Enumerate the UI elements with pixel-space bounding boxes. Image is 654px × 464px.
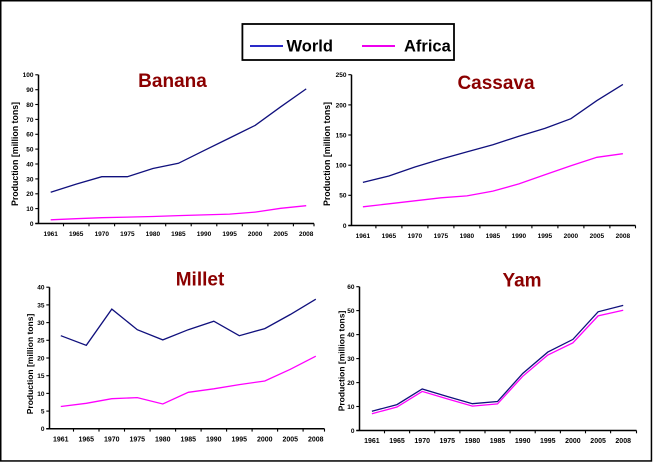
svg-text:30: 30 [37,320,45,327]
svg-text:2005: 2005 [283,436,299,443]
svg-text:1980: 1980 [155,436,171,443]
svg-text:1985: 1985 [490,438,506,445]
svg-text:1970: 1970 [414,438,430,445]
svg-text:1970: 1970 [104,436,120,443]
svg-text:Production [million tons]: Production [million tons] [10,102,20,206]
svg-text:1961: 1961 [53,436,69,443]
svg-text:90: 90 [26,87,34,94]
svg-text:2005: 2005 [273,231,288,238]
svg-text:1980: 1980 [146,231,161,238]
svg-text:0: 0 [351,428,355,435]
svg-text:1965: 1965 [69,231,84,238]
svg-text:Africa: Africa [404,37,452,55]
svg-text:20: 20 [26,191,34,198]
svg-text:Production [million tons]: Production [million tons] [322,102,332,206]
svg-text:1975: 1975 [130,436,146,443]
svg-text:2000: 2000 [248,231,263,238]
svg-text:80: 80 [26,102,34,109]
svg-text:1990: 1990 [512,233,527,240]
svg-text:1980: 1980 [460,233,475,240]
svg-text:1975: 1975 [440,438,456,445]
svg-text:70: 70 [26,117,34,124]
svg-text:Production [million tons]: Production [million tons] [25,314,35,415]
svg-text:40: 40 [26,161,34,168]
svg-text:1965: 1965 [382,233,397,240]
svg-text:10: 10 [347,404,355,411]
svg-text:1995: 1995 [232,436,248,443]
svg-text:1961: 1961 [356,233,371,240]
svg-text:2008: 2008 [616,233,631,240]
svg-text:40: 40 [347,332,355,339]
svg-text:1980: 1980 [465,438,481,445]
svg-text:40: 40 [37,285,45,292]
svg-text:1995: 1995 [538,233,553,240]
svg-text:1990: 1990 [515,438,531,445]
svg-text:1985: 1985 [181,436,197,443]
svg-text:30: 30 [26,176,34,183]
svg-text:1985: 1985 [486,233,501,240]
svg-text:1970: 1970 [95,231,110,238]
svg-text:1995: 1995 [540,438,556,445]
svg-text:1961: 1961 [43,231,58,238]
svg-text:2008: 2008 [299,231,314,238]
svg-text:20: 20 [37,355,45,362]
svg-text:2005: 2005 [590,438,606,445]
svg-text:35: 35 [37,302,45,309]
svg-text:100: 100 [336,163,347,170]
svg-text:20: 20 [347,380,355,387]
svg-text:2000: 2000 [564,233,579,240]
svg-text:60: 60 [347,284,355,291]
svg-text:2000: 2000 [565,438,581,445]
svg-text:25: 25 [37,338,45,345]
svg-text:Banana: Banana [138,71,207,92]
svg-text:0: 0 [30,221,34,228]
svg-text:1970: 1970 [408,233,423,240]
svg-text:60: 60 [26,132,34,139]
svg-text:100: 100 [23,72,34,79]
svg-text:2008: 2008 [308,436,324,443]
svg-text:1975: 1975 [120,231,135,238]
svg-text:0: 0 [343,223,347,230]
svg-text:1995: 1995 [222,231,237,238]
svg-text:1985: 1985 [171,231,186,238]
svg-text:2000: 2000 [257,436,273,443]
svg-text:50: 50 [26,147,34,154]
svg-text:5: 5 [41,409,45,416]
svg-text:50: 50 [347,308,355,315]
svg-text:2005: 2005 [590,233,605,240]
svg-text:Production [million tons]: Production [million tons] [337,311,347,412]
svg-text:15: 15 [37,373,45,380]
svg-text:1990: 1990 [197,231,212,238]
svg-text:30: 30 [347,356,355,363]
svg-text:150: 150 [336,132,347,139]
svg-text:Cassava: Cassava [457,73,535,94]
svg-text:Yam: Yam [502,270,541,291]
svg-text:10: 10 [37,391,45,398]
svg-text:2008: 2008 [615,438,631,445]
svg-text:1975: 1975 [434,233,449,240]
svg-text:Millet: Millet [176,269,225,290]
svg-text:1961: 1961 [364,438,380,445]
svg-text:50: 50 [339,193,347,200]
svg-text:World: World [287,37,333,55]
svg-text:0: 0 [41,426,45,433]
svg-text:250: 250 [336,72,347,79]
svg-text:1990: 1990 [206,436,222,443]
svg-text:200: 200 [336,102,347,109]
svg-text:1965: 1965 [389,438,405,445]
svg-text:1965: 1965 [79,436,95,443]
svg-text:10: 10 [26,206,34,213]
